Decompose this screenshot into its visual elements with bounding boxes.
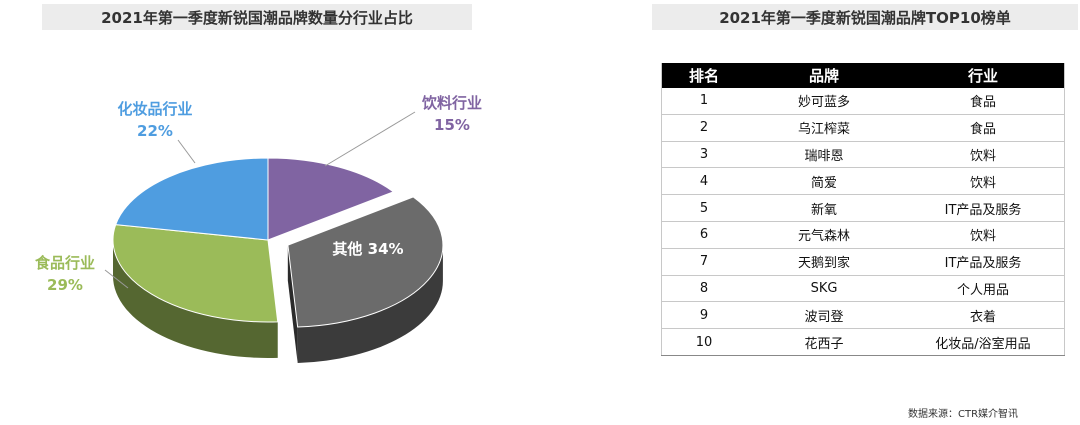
industry-cell: 个人用品 <box>902 275 1065 303</box>
industry-cell: 衣着 <box>902 301 1065 330</box>
rank-cell: 3 <box>661 141 746 169</box>
table-row: 3 瑞啡恩 饮料 <box>661 141 1065 169</box>
label-cosmetics: 化妆品行业 22% <box>95 98 215 142</box>
brand-cell: 天鹅到家 <box>746 248 902 276</box>
rank-cell: 1 <box>661 88 746 115</box>
pie-chart-title: 2021年第一季度新锐国潮品牌数量分行业占比 <box>42 4 472 30</box>
pie-slice-食品行业 <box>112 224 279 323</box>
rank-cell: 7 <box>661 248 746 276</box>
industry-cell: 饮料 <box>902 167 1065 196</box>
brand-cell: 新氧 <box>746 194 902 222</box>
rank-cell: 5 <box>661 194 746 222</box>
rank-cell: 8 <box>661 275 746 303</box>
table-row: 1 妙可蓝多 食品 <box>661 88 1065 115</box>
col-brand-header: 品牌 <box>746 63 902 88</box>
data-source-note: 数据来源：CTR媒介智讯 <box>908 409 1019 420</box>
rank-cell: 10 <box>661 328 746 356</box>
brand-cell: 妙可蓝多 <box>746 88 902 115</box>
table-row: 4 简爱 饮料 <box>661 167 1065 196</box>
brand-cell: 花西子 <box>746 328 902 356</box>
brand-cell: 乌江榨菜 <box>746 114 902 142</box>
brand-cell: SKG <box>746 275 902 303</box>
table-row: 10 花西子 化妆品/浴室用品 <box>661 328 1065 356</box>
leader-line-beverage <box>324 111 416 167</box>
table-row: 8 SKG 个人用品 <box>661 275 1065 303</box>
pie-slice-化妆品行业 <box>115 157 269 241</box>
industry-cell: 食品 <box>902 88 1065 115</box>
rank-cell: 9 <box>661 301 746 330</box>
industry-cell: IT产品及服务 <box>902 248 1065 276</box>
label-other: 其他 34% <box>332 240 404 258</box>
industry-cell: 饮料 <box>902 141 1065 169</box>
pie-slice-其他 <box>287 196 444 328</box>
label-beverage-pct: 15% <box>434 116 470 134</box>
table-row: 5 新氧 IT产品及服务 <box>661 194 1065 222</box>
brand-cell: 简爱 <box>746 167 902 196</box>
col-industry-header: 行业 <box>902 63 1065 88</box>
ranking-table: 排名 品牌 行业 1 妙可蓝多 食品 2 乌江榨菜 食品 3 瑞啡恩 饮料 4 简爱 饮料 5 新氧 IT产… <box>661 63 1065 356</box>
ranking-table-title: 2021年第一季度新锐国潮品牌TOP10榜单 <box>652 4 1078 30</box>
leader-line-food <box>104 269 129 289</box>
table-row: 6 元气森林 饮料 <box>661 221 1065 249</box>
table-row: 7 天鹅到家 IT产品及服务 <box>661 248 1065 276</box>
table-row: 2 乌江榨菜 食品 <box>661 114 1065 142</box>
brand-cell: 元气森林 <box>746 221 902 249</box>
label-cosmetics-name: 化妆品行业 <box>117 100 193 118</box>
rank-cell: 2 <box>661 114 746 142</box>
table-header-row: 排名 品牌 行业 <box>661 63 1065 88</box>
rank-cell: 4 <box>661 167 746 196</box>
industry-cell: 食品 <box>902 114 1065 142</box>
industry-cell: 化妆品/浴室用品 <box>902 328 1065 356</box>
label-food-pct: 29% <box>47 276 83 294</box>
col-rank-header: 排名 <box>661 63 746 88</box>
pie-chart <box>104 111 444 363</box>
pie-side-食品行业 <box>113 240 278 358</box>
label-beverage: 饮料行业 15% <box>402 92 502 136</box>
label-beverage-name: 饮料行业 <box>421 94 482 112</box>
pie-side-其他 <box>297 245 443 363</box>
brand-cell: 波司登 <box>746 301 902 330</box>
pie-slice-饮料行业 <box>267 157 395 241</box>
table-row: 9 波司登 衣着 <box>661 301 1065 330</box>
pie-cut-wall <box>287 245 298 363</box>
label-food-name: 食品行业 <box>34 254 95 272</box>
ranking-table-body: 1 妙可蓝多 食品 2 乌江榨菜 食品 3 瑞啡恩 饮料 4 简爱 饮料 5 新氧 IT产品及服务 6 元气森林… <box>661 88 1065 356</box>
label-food: 食品行业 29% <box>20 252 110 296</box>
leader-line-cosmetics <box>177 139 196 164</box>
industry-cell: 饮料 <box>902 221 1065 249</box>
brand-cell: 瑞啡恩 <box>746 141 902 169</box>
rank-cell: 6 <box>661 221 746 249</box>
industry-cell: IT产品及服务 <box>902 194 1065 222</box>
label-cosmetics-pct: 22% <box>137 122 173 140</box>
